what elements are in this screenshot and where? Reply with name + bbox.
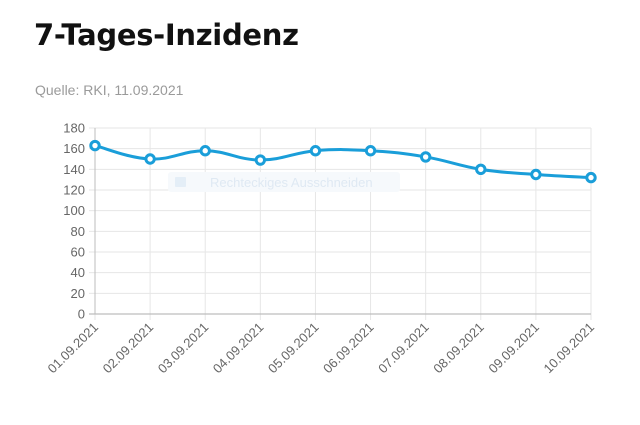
y-tick-label: 60: [71, 245, 85, 260]
snip-overlay: Rechteckiges Ausschneiden: [168, 172, 400, 192]
data-point[interactable]: [475, 163, 487, 176]
data-point[interactable]: [364, 145, 377, 157]
x-tick-label: 10.09.2021: [540, 320, 597, 377]
series-line-path: [94, 144, 592, 180]
y-tick-label: 120: [63, 183, 85, 198]
x-tick-label: 03.09.2021: [155, 320, 212, 377]
y-tick-label: 40: [71, 265, 85, 280]
y-tick-label: 80: [71, 224, 85, 239]
data-point[interactable]: [419, 151, 432, 163]
x-tick-label: 08.09.2021: [430, 320, 487, 377]
data-point[interactable]: [530, 168, 542, 181]
x-tick-label: 07.09.2021: [375, 320, 432, 377]
data-point[interactable]: [254, 154, 267, 166]
data-point[interactable]: [199, 145, 211, 157]
x-tick-label: 01.09.2021: [44, 320, 101, 377]
x-tick-label: 02.09.2021: [100, 320, 157, 377]
y-tick-label: 180: [63, 121, 85, 136]
snip-overlay-box: [168, 172, 400, 192]
data-point[interactable]: [89, 139, 101, 152]
y-tick-label: 20: [71, 286, 85, 301]
x-tick-label: 09.09.2021: [485, 320, 542, 377]
x-tick-label: 05.09.2021: [265, 320, 322, 377]
data-point[interactable]: [585, 171, 597, 184]
y-tick-label: 160: [63, 141, 85, 156]
x-tick-label: 06.09.2021: [320, 320, 377, 377]
axes: [89, 128, 591, 315]
snip-icon: [175, 177, 186, 187]
y-tick-label: 0: [78, 307, 85, 322]
chart-title: 7-Tages-Inzidenz: [34, 18, 299, 52]
x-axis-ticks: 01.09.202102.09.202103.09.202104.09.2021…: [44, 320, 597, 377]
series-line: [94, 144, 592, 180]
snip-overlay-label: Rechteckiges Ausschneiden: [210, 175, 373, 190]
series-points: [89, 139, 597, 184]
data-point[interactable]: [144, 153, 156, 165]
y-tick-label: 140: [63, 162, 85, 177]
y-axis-ticks: 0 20 40 60 80 100 120 140 160 180: [63, 121, 85, 322]
x-tick-label: 04.09.2021: [210, 320, 267, 377]
data-point[interactable]: [309, 145, 322, 157]
y-tick-label: 100: [63, 203, 85, 218]
chart-source: Quelle: RKI, 11.09.2021: [35, 82, 184, 98]
